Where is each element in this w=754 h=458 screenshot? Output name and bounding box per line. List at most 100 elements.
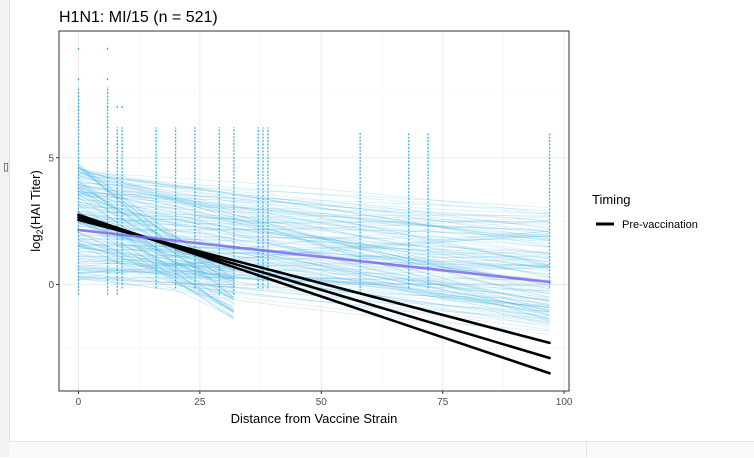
individual-fit-line xyxy=(78,264,550,273)
individual-fit-line xyxy=(78,206,550,222)
individual-fit-line xyxy=(78,183,550,312)
individual-fit-line xyxy=(78,246,550,282)
individual-fit-line xyxy=(78,212,550,311)
individual-fit-line xyxy=(78,164,235,304)
individual-fit-line xyxy=(78,191,550,242)
individual-fit-line xyxy=(78,184,235,284)
individual-fit-line xyxy=(78,190,550,290)
individual-fit-line xyxy=(78,215,550,281)
individual-fit-line xyxy=(78,207,550,269)
individual-fit-line xyxy=(78,187,235,310)
individual-fit-line xyxy=(78,205,550,284)
individual-fit-line xyxy=(78,165,235,298)
individual-fit-line xyxy=(78,167,550,298)
individual-fit-line xyxy=(78,184,550,292)
individual-fit-line xyxy=(78,265,550,281)
individual-fit-line xyxy=(78,190,550,239)
individual-fit-line xyxy=(78,261,550,267)
individual-fit-line xyxy=(78,199,550,259)
individual-fit-line xyxy=(78,193,550,224)
individual-fit-line xyxy=(78,252,550,271)
individual-fit-line xyxy=(78,267,550,305)
data-point xyxy=(116,106,118,109)
data-point xyxy=(121,106,123,109)
individual-fit-line xyxy=(78,171,550,248)
x-tick-label: 25 xyxy=(194,397,206,408)
individual-fit-line xyxy=(78,221,550,228)
individual-fit-line xyxy=(78,193,550,276)
individual-fit-line xyxy=(78,232,550,275)
individual-fit-line xyxy=(78,188,550,298)
individual-fit-line xyxy=(78,204,550,248)
individual-fit-line xyxy=(78,168,550,245)
individual-fit-line xyxy=(78,245,550,265)
individual-fit-line xyxy=(78,219,550,263)
individual-fit-line xyxy=(78,187,550,287)
individual-fit-line xyxy=(78,258,550,265)
individual-fit-line xyxy=(78,232,550,320)
individual-fit-line xyxy=(78,254,550,305)
individual-fit-line xyxy=(78,177,550,306)
individual-fit-line xyxy=(78,173,550,263)
individual-fit-line xyxy=(78,185,550,255)
individual-fit-line xyxy=(78,217,550,312)
individual-fit-line xyxy=(78,168,550,249)
individual-fit-line xyxy=(78,213,550,268)
individual-fit-line xyxy=(78,196,550,222)
individual-fit-line xyxy=(78,172,550,247)
individual-fit-line xyxy=(78,229,550,236)
individual-fit-line xyxy=(78,275,550,299)
individual-fit-line xyxy=(78,243,550,275)
individual-fit-line xyxy=(78,211,550,232)
individual-fit-line xyxy=(78,202,550,277)
individual-fit-line xyxy=(78,216,235,300)
individual-fit-line xyxy=(78,229,550,311)
individual-fit-line xyxy=(78,264,550,273)
legend-entry-pre-vaccination: Pre-vaccination xyxy=(622,219,698,231)
x-tick-label: 50 xyxy=(316,397,328,408)
individual-fit-line xyxy=(78,211,235,320)
individual-fit-line xyxy=(78,220,234,270)
individual-fit-line xyxy=(78,184,550,266)
individual-fit-line xyxy=(78,262,550,294)
individual-fit-line xyxy=(78,231,235,312)
major-gridlines xyxy=(59,31,569,391)
individual-fit-line xyxy=(78,176,550,266)
data-point xyxy=(106,106,109,109)
data-point xyxy=(77,106,80,109)
individual-fit-line xyxy=(78,183,550,266)
individual-fit-line xyxy=(78,275,550,331)
individual-fit-line xyxy=(78,218,550,238)
individual-fit-line xyxy=(78,264,550,270)
individual-fit-line xyxy=(78,258,550,308)
individual-fit-line xyxy=(78,175,550,295)
individual-fit-line xyxy=(78,196,550,317)
individual-fit-line xyxy=(78,214,550,223)
individual-fit-line xyxy=(78,202,550,225)
individual-fit-line xyxy=(78,178,550,240)
individual-fit-line xyxy=(78,193,550,237)
individual-fit-line xyxy=(78,196,235,301)
individual-fit-line xyxy=(78,210,550,302)
individual-fit-line xyxy=(78,240,550,309)
individual-fit-line xyxy=(78,205,550,263)
individual-fit-line xyxy=(78,233,550,328)
plot-border xyxy=(58,30,570,392)
left-panel-strip xyxy=(0,0,10,457)
y-tick-label: 0 xyxy=(48,280,54,291)
individual-fit-line xyxy=(78,276,550,288)
individual-fit-line xyxy=(78,220,550,268)
individual-fit-line xyxy=(78,243,550,268)
individual-fit-line xyxy=(78,221,550,316)
individual-fit-line xyxy=(78,239,550,301)
individual-fit-line xyxy=(78,242,234,294)
individual-fit-line xyxy=(78,201,550,315)
individual-fit-line xyxy=(78,247,550,313)
individual-fit-line xyxy=(78,175,550,215)
individual-fit-line xyxy=(78,184,550,255)
individual-fit-line xyxy=(78,267,550,280)
individual-fit-line xyxy=(78,246,550,309)
individual-fit-line xyxy=(78,182,550,209)
left-panel-icon[interactable]: ▯ xyxy=(3,161,9,173)
x-tick-label: 75 xyxy=(437,397,449,408)
